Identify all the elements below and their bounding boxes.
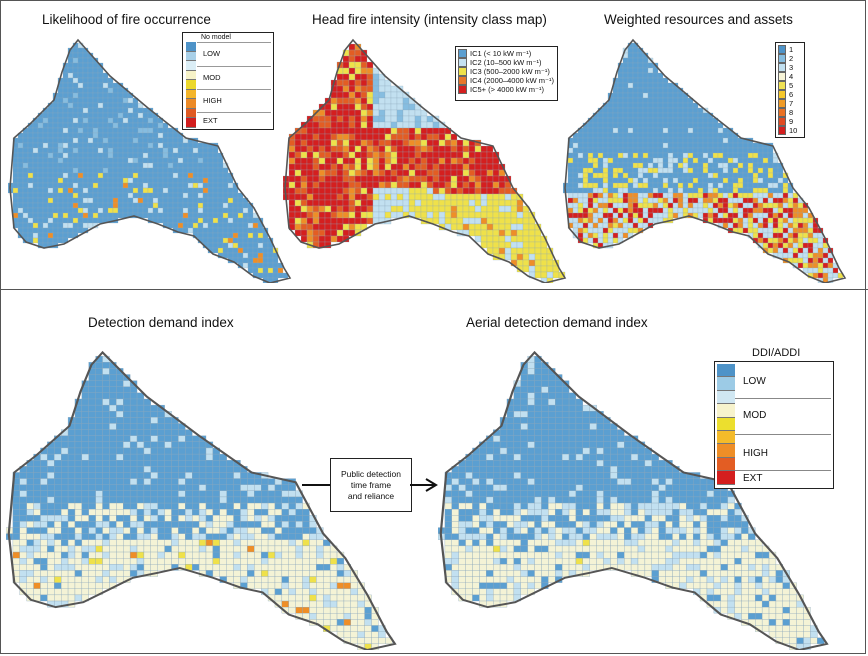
legend-weighted-item: 2 bbox=[778, 54, 802, 63]
legend-ddi: LOW MOD HIGH EXT bbox=[714, 361, 834, 489]
legend-weighted-label: 5 bbox=[789, 81, 794, 90]
public-detection-box: Public detection time frame and reliance bbox=[330, 458, 412, 512]
legend-likelihood: No model LOW MOD HIGH EXT bbox=[182, 32, 274, 130]
legend-swatch bbox=[186, 61, 196, 71]
arrow-box-line: and reliance bbox=[347, 490, 395, 501]
province-outline bbox=[9, 38, 292, 283]
legend-weighted-item: 5 bbox=[778, 81, 802, 90]
legend-weighted-label: 8 bbox=[789, 108, 794, 117]
title-likelihood: Likelihood of fire occurrence bbox=[42, 12, 211, 27]
legend-swatch bbox=[186, 51, 196, 61]
legend-weighted-item: 3 bbox=[778, 63, 802, 72]
legend-swatch bbox=[717, 444, 735, 458]
legend-weighted-label: 10 bbox=[789, 126, 798, 135]
legend-swatch bbox=[717, 430, 735, 445]
transition-arrow bbox=[302, 478, 438, 492]
map-likelihood bbox=[8, 38, 292, 283]
title-addi: Aerial detection demand index bbox=[466, 315, 648, 330]
legend-ddi-ext-label: EXT bbox=[743, 473, 763, 484]
title-intensity: Head fire intensity (intensity class map… bbox=[312, 12, 547, 27]
legend-intensity-item: IC3 (500–2000 kW m⁻¹) bbox=[458, 67, 555, 76]
arrow-box-line: Public detection bbox=[340, 468, 401, 479]
legend-swatch bbox=[186, 80, 196, 90]
legend-ddi-title: DDI/ADDI bbox=[752, 347, 801, 359]
legend-weighted-item: 4 bbox=[778, 72, 802, 81]
legend-weighted: 1 2 3 4 5 6 7 8 9 10 bbox=[775, 42, 805, 138]
legend-swatch bbox=[186, 42, 196, 52]
legend-swatch bbox=[717, 390, 735, 405]
legend-weighted-label: 7 bbox=[789, 99, 794, 108]
legend-high-label: HIGH bbox=[203, 96, 222, 105]
legend-swatch bbox=[717, 404, 735, 418]
map-weighted bbox=[563, 38, 847, 283]
province-outline bbox=[564, 38, 847, 283]
legend-swatch bbox=[717, 457, 735, 472]
legend-weighted-label: 2 bbox=[789, 54, 794, 63]
legend-swatch bbox=[717, 377, 735, 391]
legend-weighted-item: 9 bbox=[778, 117, 802, 126]
legend-weighted-label: 9 bbox=[789, 117, 794, 126]
legend-intensity-item: IC4 (2000–4000 kW m⁻¹) bbox=[458, 76, 555, 85]
map-addi bbox=[438, 350, 829, 650]
map-ddi bbox=[6, 350, 397, 650]
legend-swatch bbox=[186, 70, 196, 80]
legend-weighted-label: 4 bbox=[789, 72, 794, 81]
legend-swatch bbox=[186, 108, 196, 118]
map-grid-cells bbox=[283, 43, 566, 283]
title-ddi: Detection demand index bbox=[88, 315, 234, 330]
province-outline bbox=[439, 350, 829, 650]
legend-mod-label: MOD bbox=[203, 73, 221, 82]
legend-swatch bbox=[717, 364, 735, 378]
legend-intensity-item: IC2 (10–500 kW m⁻¹) bbox=[458, 58, 555, 67]
legend-weighted-label: 6 bbox=[789, 90, 794, 99]
title-weighted: Weighted resources and assets bbox=[604, 12, 793, 27]
row-divider bbox=[0, 289, 868, 290]
legend-intensity-item: IC1 (< 10 kW m⁻¹) bbox=[458, 49, 555, 58]
map-intensity bbox=[283, 38, 567, 283]
legend-swatch bbox=[186, 118, 196, 128]
legend-intensity-item: IC5+ (> 4000 kW m⁻¹) bbox=[458, 85, 555, 94]
legend-weighted-item: 6 bbox=[778, 90, 802, 99]
legend-weighted-label: 1 bbox=[789, 45, 794, 54]
province-outline bbox=[284, 38, 567, 283]
legend-swatch bbox=[186, 89, 196, 99]
map-grid-cells bbox=[438, 355, 825, 650]
legend-ddi-high-label: HIGH bbox=[743, 448, 768, 459]
map-grid-cells bbox=[8, 42, 289, 283]
legend-swatch bbox=[717, 417, 735, 431]
legend-ddi-mod-label: MOD bbox=[743, 410, 767, 421]
legend-weighted-label: 3 bbox=[789, 63, 794, 72]
legend-weighted-item: 8 bbox=[778, 108, 802, 117]
legend-intensity: IC1 (< 10 kW m⁻¹) IC2 (10–500 kW m⁻¹) IC… bbox=[455, 46, 558, 101]
legend-weighted-item: 10 bbox=[778, 126, 802, 135]
legend-weighted-item: 7 bbox=[778, 99, 802, 108]
legend-ddi-low-label: LOW bbox=[743, 376, 766, 387]
province-outline bbox=[7, 350, 397, 650]
legend-low-label: LOW bbox=[203, 49, 221, 58]
legend-swatch bbox=[717, 471, 735, 485]
arrow-box-line: time frame bbox=[350, 479, 392, 490]
legend-swatch bbox=[186, 99, 196, 109]
map-grid-cells bbox=[6, 355, 393, 650]
legend-weighted-item: 1 bbox=[778, 45, 802, 54]
legend-header: No model bbox=[201, 34, 231, 41]
legend-ext-label: EXT bbox=[203, 116, 218, 125]
